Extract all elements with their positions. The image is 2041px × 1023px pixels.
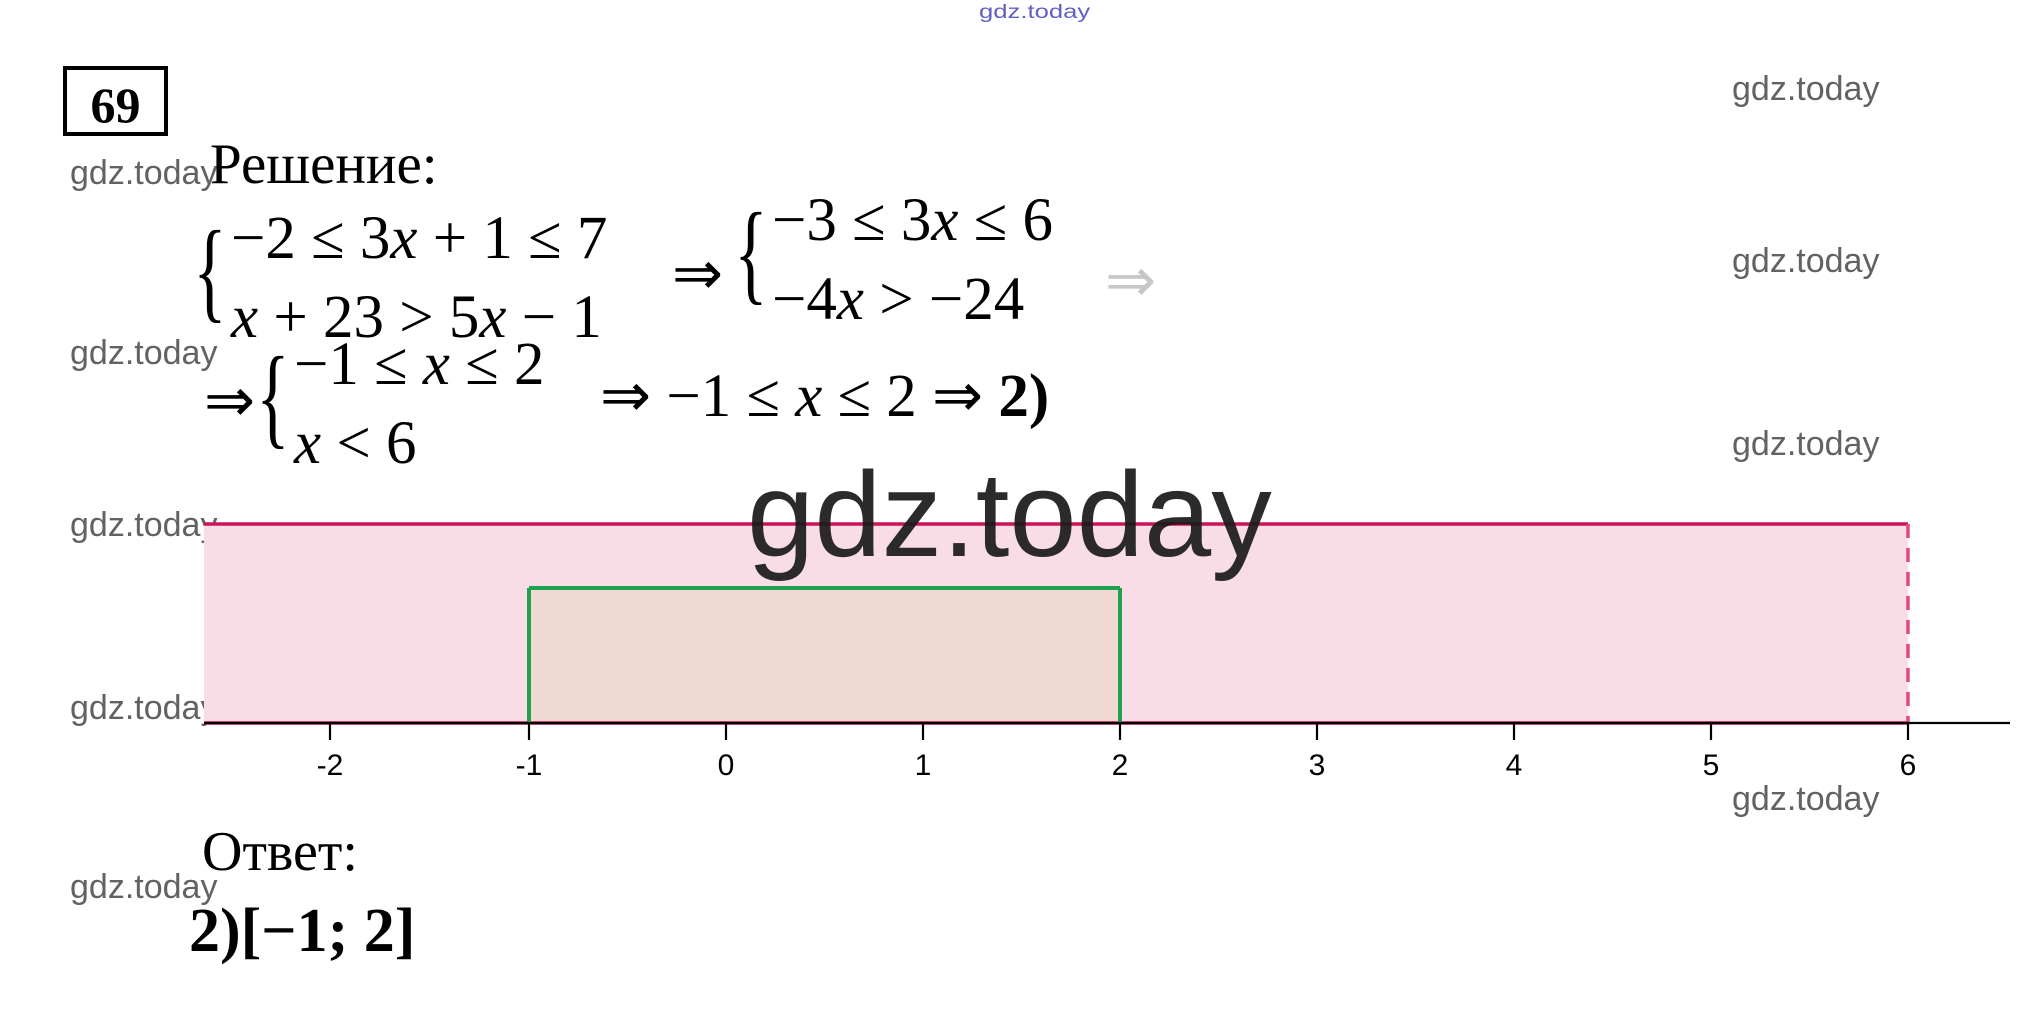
svg-text:1: 1 — [915, 749, 932, 782]
svg-text:4: 4 — [1506, 749, 1523, 782]
svg-text:2: 2 — [1112, 749, 1129, 782]
svg-text:-1: -1 — [516, 749, 543, 782]
svg-text:6: 6 — [1900, 749, 1917, 782]
svg-text:0: 0 — [718, 749, 735, 782]
svg-text:5: 5 — [1703, 749, 1720, 782]
svg-text:3: 3 — [1309, 749, 1326, 782]
svg-text:-2: -2 — [317, 749, 344, 782]
